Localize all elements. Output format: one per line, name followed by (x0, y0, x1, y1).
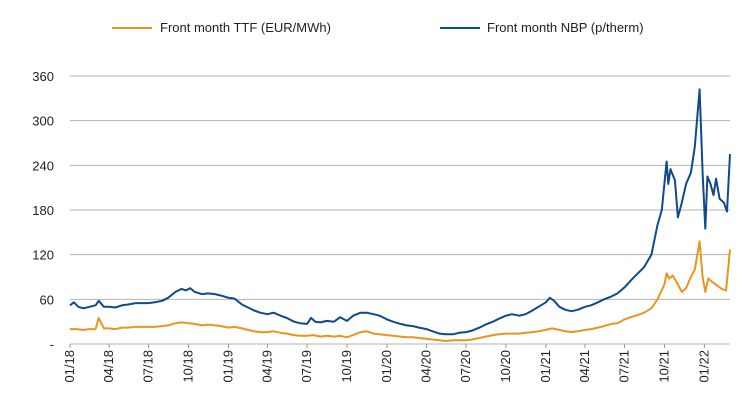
series-lines (69, 88, 731, 342)
x-tick-label: 01/20 (379, 350, 394, 383)
legend: Front month TTF (EUR/MWh) Front month NB… (112, 20, 644, 35)
x-tick-label: 01/18 (62, 350, 77, 383)
x-tick-label: 07/21 (616, 350, 631, 383)
y-tick-label: 240 (32, 158, 54, 173)
x-tick-label: 04/18 (101, 350, 116, 383)
x-tick-label: 01/22 (696, 350, 711, 383)
x-tick-label: 04/21 (577, 350, 592, 383)
x-tick-label: 04/20 (418, 350, 433, 383)
x-tick-label: 10/21 (656, 350, 671, 383)
x-tick-label: 01/21 (538, 350, 553, 383)
y-tick-label: 360 (32, 69, 54, 84)
y-tick-label: 60 (40, 292, 54, 307)
x-tick-label: 04/19 (260, 350, 275, 383)
x-tick-label: 07/20 (458, 350, 473, 383)
x-tick-label: 10/18 (181, 350, 196, 383)
legend-label-nbp: Front month NBP (p/therm) (487, 20, 644, 35)
x-tick-label: 07/19 (299, 350, 314, 383)
series-line-ttf (70, 240, 731, 342)
y-axis: - 60 120 180 240 300 360 (32, 69, 54, 352)
y-tick-label: - (50, 337, 54, 352)
y-tick-label: 120 (32, 248, 54, 263)
y-tick-label: 180 (32, 203, 54, 218)
x-tick-label: 01/19 (220, 350, 235, 383)
x-tick-label: 10/19 (339, 350, 354, 383)
x-tick-label: 07/18 (141, 350, 156, 383)
legend-label-ttf: Front month TTF (EUR/MWh) (160, 20, 331, 35)
series-line-nbp (69, 88, 731, 336)
x-tick-label: 10/20 (498, 350, 513, 383)
x-axis: 01/18 04/18 07/18 10/18 01/19 04/19 07/19 10/19… (62, 344, 711, 383)
y-tick-label: 300 (32, 114, 54, 129)
grid-lines (70, 75, 730, 345)
